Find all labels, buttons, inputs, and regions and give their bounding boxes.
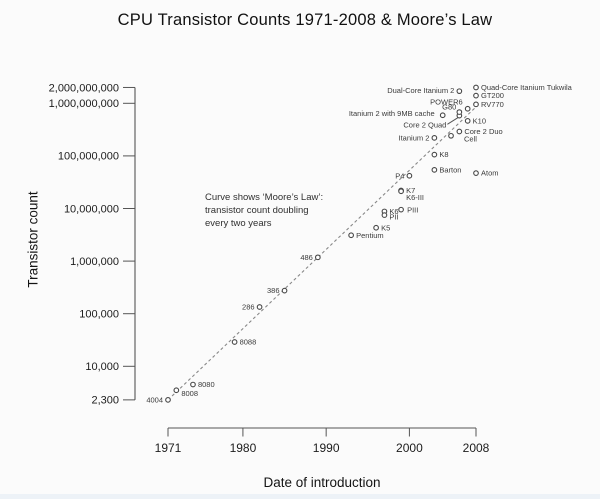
data-point-g80 xyxy=(456,109,463,115)
data-point-label-k10: K10 xyxy=(473,116,486,125)
x-tick-label: 2000 xyxy=(396,441,423,455)
y-tick-label: 100,000 xyxy=(79,309,119,321)
moores-law-annotation: Curve shows ‘Moore’s Law’: transistor co… xyxy=(205,191,323,230)
data-point-label-piii: PIII xyxy=(407,205,418,214)
data-point-label-itanium-2: Itanium 2 xyxy=(399,133,430,142)
data-point-pentium xyxy=(348,232,354,239)
data-point-itanium-2-with-9mb-cache xyxy=(439,112,446,119)
data-point-k5 xyxy=(373,224,379,231)
y-axis-title: Transistor count xyxy=(25,191,41,288)
data-point-label-4004: 4004 xyxy=(146,395,163,404)
data-point-label-g80: G80 xyxy=(442,103,456,112)
data-point-k6-iii xyxy=(398,188,404,195)
data-point-label-286: 286 xyxy=(242,303,255,312)
data-point-k8 xyxy=(431,151,438,158)
y-tick-label: 1,000,000 xyxy=(70,256,119,268)
data-point-label-pentium: Pentium xyxy=(356,231,384,240)
data-point-label-386: 386 xyxy=(267,286,280,295)
data-point-pii xyxy=(381,212,388,218)
data-point-386 xyxy=(281,287,288,294)
y-tick-label: 2,000,000,000 xyxy=(49,82,119,94)
moores-law-curve xyxy=(167,106,477,401)
data-point-8088 xyxy=(231,339,238,345)
data-point-label-dual-core-itanium-2: Dual-Core Itanium 2 xyxy=(387,86,454,95)
data-point-cell xyxy=(448,132,454,139)
y-tick-label: 1,000,000,000 xyxy=(49,98,119,110)
data-point-label-itanium-2-with-9mb-cache: Itanium 2 with 9MB cache xyxy=(349,109,435,118)
data-point-286 xyxy=(256,304,263,310)
data-point-label-power6: POWER6 xyxy=(430,97,463,106)
data-point-rv770 xyxy=(473,101,479,108)
data-point-label-cell: Cell xyxy=(464,134,477,143)
data-point-label-k5: K5 xyxy=(381,223,390,232)
data-point-486 xyxy=(314,254,321,261)
annotation-line-2: transistor count doubling xyxy=(205,205,309,216)
y-tick-label: 100,000,000 xyxy=(58,151,119,163)
data-point-atom xyxy=(473,170,479,176)
data-point-piii xyxy=(398,206,404,213)
data-point-label-core-2-duo: Core 2 Duo xyxy=(464,127,502,136)
data-point-itanium-2 xyxy=(431,135,438,141)
data-point-dual-core-itanium-2 xyxy=(456,88,463,95)
data-point-label-core-2-quad: Core 2 Quad xyxy=(403,120,446,129)
data-point-barton xyxy=(431,166,438,173)
data-point-label-gt200: GT200 xyxy=(481,91,504,100)
data-point-label-486: 486 xyxy=(300,253,313,262)
data-point-label-pii: PII xyxy=(389,213,398,222)
y-tick-label: 10,000 xyxy=(85,361,119,373)
data-point-label-k7: K7 xyxy=(406,186,415,195)
y-tick-label: 10,000,000 xyxy=(64,203,119,215)
data-point-label-rv770: RV770 xyxy=(481,100,504,109)
data-point-label-atom: Atom xyxy=(481,169,499,178)
data-point-label-8080: 8080 xyxy=(198,380,215,389)
data-point-8008 xyxy=(173,387,180,394)
data-point-label-k6: K6 xyxy=(389,207,398,216)
x-tick-label: 1980 xyxy=(230,441,257,455)
data-point-p4 xyxy=(406,172,413,179)
data-point-4004 xyxy=(165,397,171,403)
annotation-line-3: every two years xyxy=(205,218,272,229)
data-point-quad-core-itanium-tukwila xyxy=(473,84,479,91)
data-point-power6 xyxy=(464,105,471,112)
data-point-label-k6-iii: K6-III xyxy=(406,193,424,202)
data-point-gt200 xyxy=(473,92,479,99)
data-point-label-8008: 8008 xyxy=(181,389,198,398)
annotation-line-1: Curve shows ‘Moore’s Law’: xyxy=(205,192,324,203)
x-axis-title: Date of introduction xyxy=(263,475,381,490)
label-connector-core-2-quad xyxy=(447,117,459,125)
data-point-label-8088: 8088 xyxy=(240,338,257,347)
bottom-edge-strip xyxy=(0,494,600,499)
data-point-8080 xyxy=(190,381,196,388)
x-tick-label: 2008 xyxy=(463,441,490,455)
y-tick-label: 2,300 xyxy=(91,395,119,407)
x-tick-label: 1971 xyxy=(155,441,182,455)
data-point-label-p4: P4 xyxy=(395,171,404,180)
data-point-label-quad-core-itanium-tukwila: Quad-Core Itanium Tukwila xyxy=(481,83,573,92)
data-point-label-barton: Barton xyxy=(439,165,461,174)
data-point-k10 xyxy=(464,118,471,124)
x-tick-label: 1990 xyxy=(313,441,340,455)
chart-title: CPU Transistor Counts 1971-2008 & Moore’… xyxy=(117,11,493,29)
data-point-core-2-duo xyxy=(456,128,463,135)
data-point-label-k8: K8 xyxy=(439,150,448,159)
